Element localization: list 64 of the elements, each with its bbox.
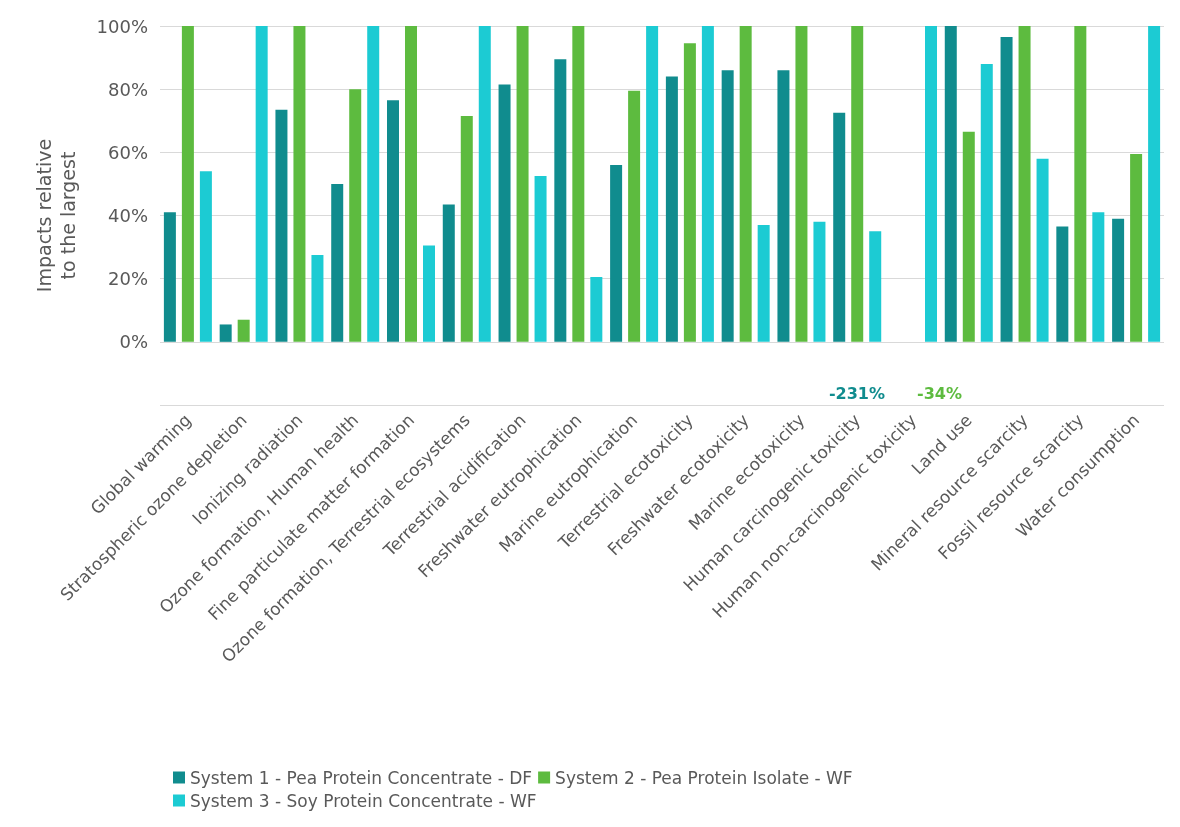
- bar: [813, 221, 826, 342]
- y-tick-label: 80%: [107, 78, 148, 100]
- y-tick-label: 0%: [119, 331, 148, 353]
- bar: [219, 324, 232, 342]
- bar: [590, 277, 603, 342]
- bar: [833, 112, 846, 342]
- bar: [498, 84, 511, 342]
- y-tick-label: 40%: [107, 205, 148, 226]
- y-tick-label: 100%: [96, 15, 148, 37]
- bar: [739, 26, 752, 342]
- bar: [925, 26, 937, 342]
- bar: [311, 254, 324, 342]
- bar: [1000, 37, 1013, 342]
- bar: [163, 212, 176, 342]
- bar: [1148, 26, 1161, 342]
- bar: [795, 26, 808, 342]
- bar: [1092, 212, 1105, 342]
- bar: [423, 245, 435, 342]
- annotation: -34%: [917, 383, 962, 403]
- bar: [757, 224, 770, 342]
- bar: [721, 70, 734, 342]
- legend-label: System 1 - Pea Protein Concentrate - DF: [190, 767, 533, 788]
- bar: [275, 109, 288, 342]
- bar: [534, 176, 547, 342]
- bar: [237, 319, 250, 342]
- bar: [628, 90, 641, 342]
- bar: [387, 100, 399, 342]
- bar: [199, 171, 212, 342]
- y-tick-label: 60%: [107, 141, 148, 163]
- y-axis-title: Impacts relative to the largest: [33, 138, 79, 293]
- bar: [516, 26, 529, 342]
- bar: [851, 26, 864, 342]
- bar: [405, 26, 417, 342]
- bar: [460, 116, 473, 342]
- bar: [554, 59, 567, 342]
- bar: [962, 131, 975, 342]
- bar: [293, 26, 306, 342]
- bar: [980, 63, 993, 342]
- bar: [349, 89, 362, 342]
- bar: [665, 76, 678, 342]
- bar: [1112, 218, 1125, 342]
- bar: [442, 204, 455, 342]
- legend-label: System 2 - Pea Protein Isolate - WF: [555, 767, 853, 788]
- y-tick-label: 20%: [107, 268, 148, 290]
- bar: [646, 26, 659, 342]
- bar: [610, 164, 623, 342]
- annotation: -231%: [828, 383, 885, 403]
- bar: [181, 26, 194, 342]
- bar: [777, 70, 790, 342]
- bar: [1036, 158, 1049, 342]
- bar: [331, 183, 344, 342]
- bar: [1130, 153, 1143, 342]
- bar: [683, 43, 696, 342]
- bar: [255, 26, 268, 342]
- legend-label: System 3 - Soy Protein Concentrate - WF: [190, 790, 537, 811]
- bar: [1056, 226, 1069, 342]
- bar: [944, 26, 957, 342]
- bar: [1074, 26, 1087, 342]
- bar: [701, 26, 714, 342]
- bar: [367, 26, 380, 342]
- bar: [1018, 26, 1031, 342]
- bar: [478, 26, 491, 342]
- bar: [869, 231, 882, 342]
- bar: [572, 26, 585, 342]
